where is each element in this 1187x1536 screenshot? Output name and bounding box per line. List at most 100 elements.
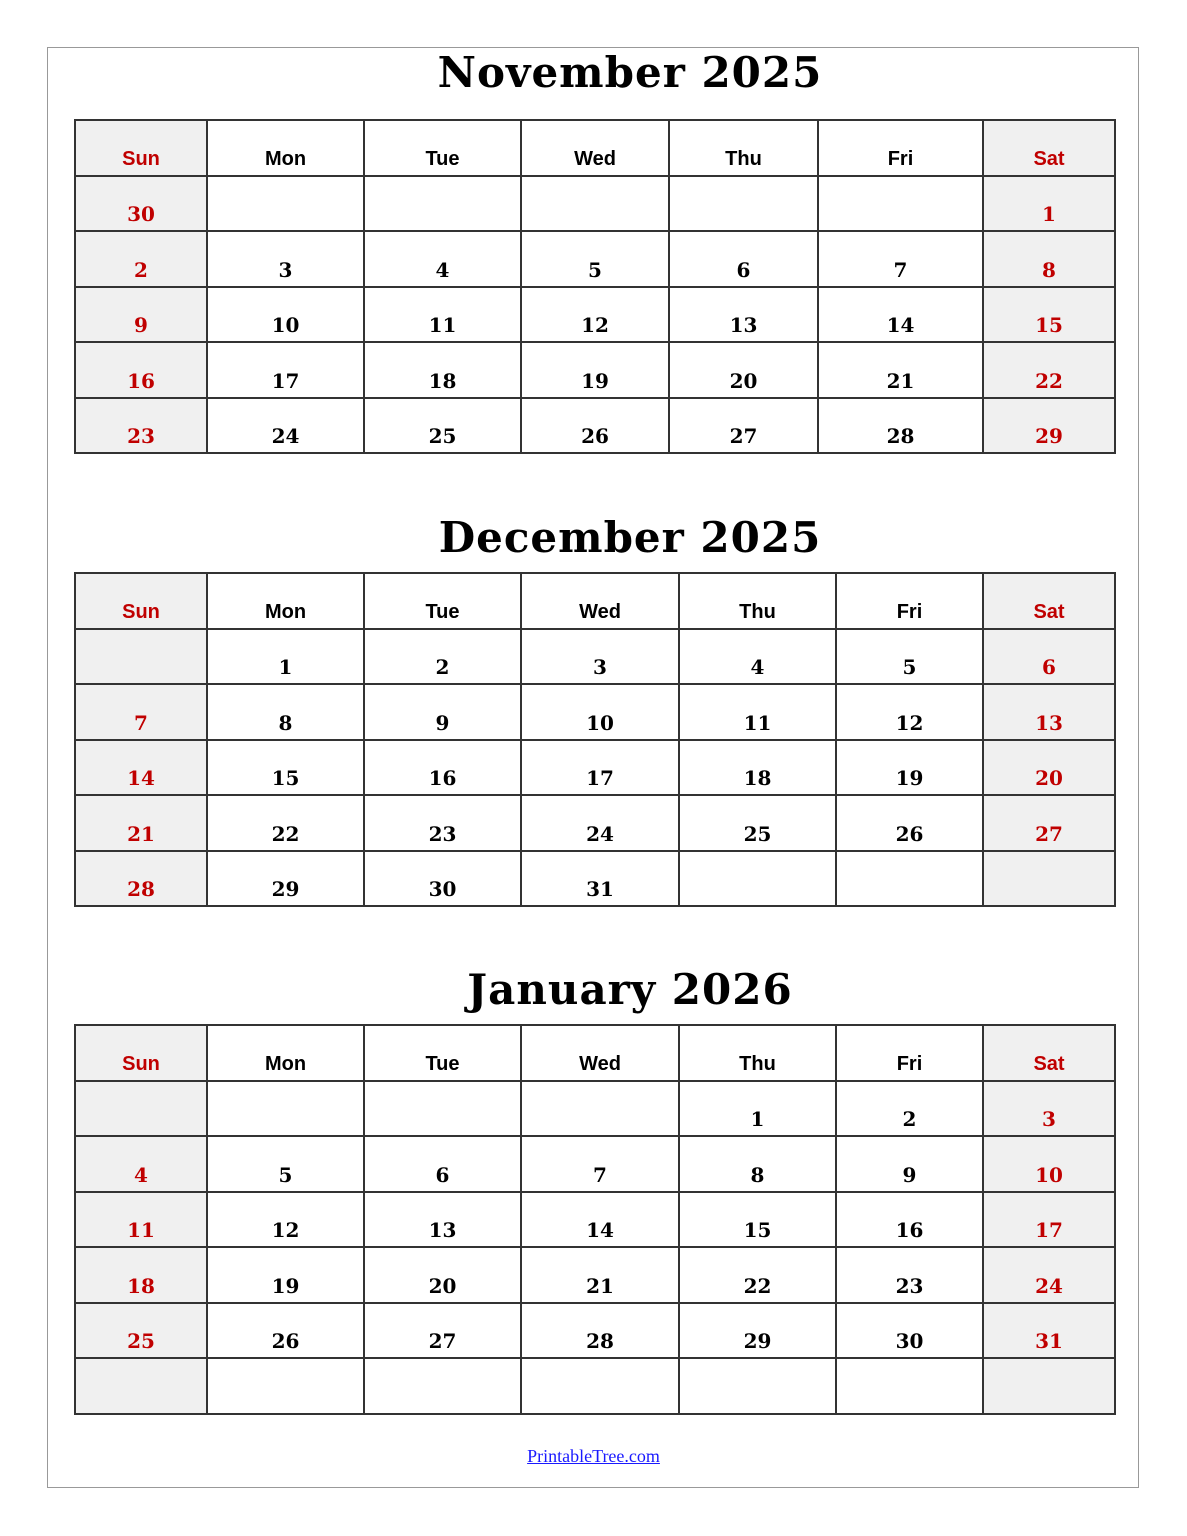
day-cell: 24 bbox=[520, 794, 680, 852]
day-cell: 21 bbox=[817, 341, 984, 399]
day-cell: 17 bbox=[982, 1190, 1116, 1248]
week-row: 4 5 6 7 8 9 10 bbox=[74, 1135, 1116, 1193]
month-calendar: Sun Mon Tue Wed Thu Fri Sat 30 1 2 3 4 5 6 7 8 9 10 11 12 13… bbox=[74, 119, 1116, 454]
week-row: 14 15 16 17 18 19 20 bbox=[74, 738, 1116, 796]
day-cell: 8 bbox=[678, 1135, 837, 1193]
day-cell bbox=[678, 1357, 837, 1415]
day-cell: 15 bbox=[982, 285, 1116, 343]
day-cell: 16 bbox=[74, 341, 208, 399]
day-cell: 15 bbox=[678, 1190, 837, 1248]
day-cell bbox=[520, 174, 670, 232]
day-cell: 30 bbox=[74, 174, 208, 232]
day-cell: 25 bbox=[74, 1301, 208, 1359]
day-cell: 12 bbox=[835, 683, 984, 741]
day-cell: 18 bbox=[363, 341, 522, 399]
week-row: 7 8 9 10 11 12 13 bbox=[74, 683, 1116, 741]
day-cell: 26 bbox=[835, 794, 984, 852]
day-cell: 31 bbox=[982, 1301, 1116, 1359]
day-cell: 28 bbox=[74, 849, 208, 907]
day-cell bbox=[520, 1079, 680, 1137]
day-cell: 17 bbox=[206, 341, 365, 399]
day-cell bbox=[74, 1079, 208, 1137]
day-cell: 20 bbox=[363, 1246, 522, 1304]
day-cell: 19 bbox=[835, 738, 984, 796]
weekday-header: Wed bbox=[520, 572, 680, 630]
day-cell: 24 bbox=[206, 396, 365, 454]
day-cell: 6 bbox=[363, 1135, 522, 1193]
day-cell: 27 bbox=[668, 396, 819, 454]
footer-link[interactable]: PrintableTree.com bbox=[527, 1446, 660, 1466]
day-cell: 30 bbox=[835, 1301, 984, 1359]
day-cell bbox=[982, 849, 1116, 907]
day-cell bbox=[363, 174, 522, 232]
day-cell bbox=[835, 1357, 984, 1415]
day-cell: 13 bbox=[363, 1190, 522, 1248]
weekday-header: Tue bbox=[363, 572, 522, 630]
day-cell: 16 bbox=[363, 738, 522, 796]
day-cell: 5 bbox=[206, 1135, 365, 1193]
day-cell: 29 bbox=[678, 1301, 837, 1359]
day-cell: 6 bbox=[668, 230, 819, 288]
week-row: 16 17 18 19 20 21 22 bbox=[74, 341, 1116, 399]
day-cell: 25 bbox=[678, 794, 837, 852]
weekday-header: Tue bbox=[363, 1024, 522, 1082]
day-cell: 4 bbox=[363, 230, 522, 288]
day-cell: 14 bbox=[74, 738, 208, 796]
week-row: 28 29 30 31 bbox=[74, 849, 1116, 907]
day-cell: 19 bbox=[206, 1246, 365, 1304]
month-title: November 2025 bbox=[437, 48, 823, 97]
week-row: 18 19 20 21 22 23 24 bbox=[74, 1246, 1116, 1304]
day-cell: 4 bbox=[678, 627, 837, 685]
day-cell: 12 bbox=[520, 285, 670, 343]
day-cell: 11 bbox=[363, 285, 522, 343]
weekday-header: Thu bbox=[678, 1024, 837, 1082]
day-cell: 5 bbox=[520, 230, 670, 288]
weekday-header: Sat bbox=[982, 1024, 1116, 1082]
day-cell: 26 bbox=[520, 396, 670, 454]
month-title: January 2026 bbox=[467, 965, 793, 1014]
day-cell bbox=[206, 1079, 365, 1137]
day-cell: 21 bbox=[74, 794, 208, 852]
day-cell: 1 bbox=[678, 1079, 837, 1137]
day-cell bbox=[678, 849, 837, 907]
day-cell: 9 bbox=[835, 1135, 984, 1193]
day-cell bbox=[74, 1357, 208, 1415]
weekday-header: Fri bbox=[835, 572, 984, 630]
day-cell: 17 bbox=[520, 738, 680, 796]
day-cell: 22 bbox=[678, 1246, 837, 1304]
day-cell: 24 bbox=[982, 1246, 1116, 1304]
weekday-header: Thu bbox=[668, 119, 819, 177]
day-cell: 28 bbox=[817, 396, 984, 454]
day-cell: 21 bbox=[520, 1246, 680, 1304]
day-cell bbox=[520, 1357, 680, 1415]
day-cell: 2 bbox=[74, 230, 208, 288]
day-cell bbox=[817, 174, 984, 232]
weekday-header: Fri bbox=[835, 1024, 984, 1082]
day-cell: 10 bbox=[520, 683, 680, 741]
week-row: 9 10 11 12 13 14 15 bbox=[74, 285, 1116, 343]
day-cell: 23 bbox=[363, 794, 522, 852]
weekday-header: Wed bbox=[520, 1024, 680, 1082]
day-cell: 9 bbox=[363, 683, 522, 741]
week-row: 11 12 13 14 15 16 17 bbox=[74, 1190, 1116, 1248]
month-title: December 2025 bbox=[438, 513, 822, 562]
week-row bbox=[74, 1357, 1116, 1415]
day-cell: 18 bbox=[74, 1246, 208, 1304]
day-cell: 7 bbox=[520, 1135, 680, 1193]
day-cell: 2 bbox=[363, 627, 522, 685]
day-cell: 10 bbox=[206, 285, 365, 343]
day-cell: 3 bbox=[206, 230, 365, 288]
day-cell: 31 bbox=[520, 849, 680, 907]
week-row: 25 26 27 28 29 30 31 bbox=[74, 1301, 1116, 1359]
day-cell: 22 bbox=[206, 794, 365, 852]
weekday-header: Mon bbox=[206, 572, 365, 630]
day-cell: 1 bbox=[206, 627, 365, 685]
day-cell bbox=[835, 849, 984, 907]
day-cell: 12 bbox=[206, 1190, 365, 1248]
weekday-header: Sun bbox=[74, 572, 208, 630]
day-cell: 16 bbox=[835, 1190, 984, 1248]
weekday-header: Wed bbox=[520, 119, 670, 177]
day-cell: 4 bbox=[74, 1135, 208, 1193]
